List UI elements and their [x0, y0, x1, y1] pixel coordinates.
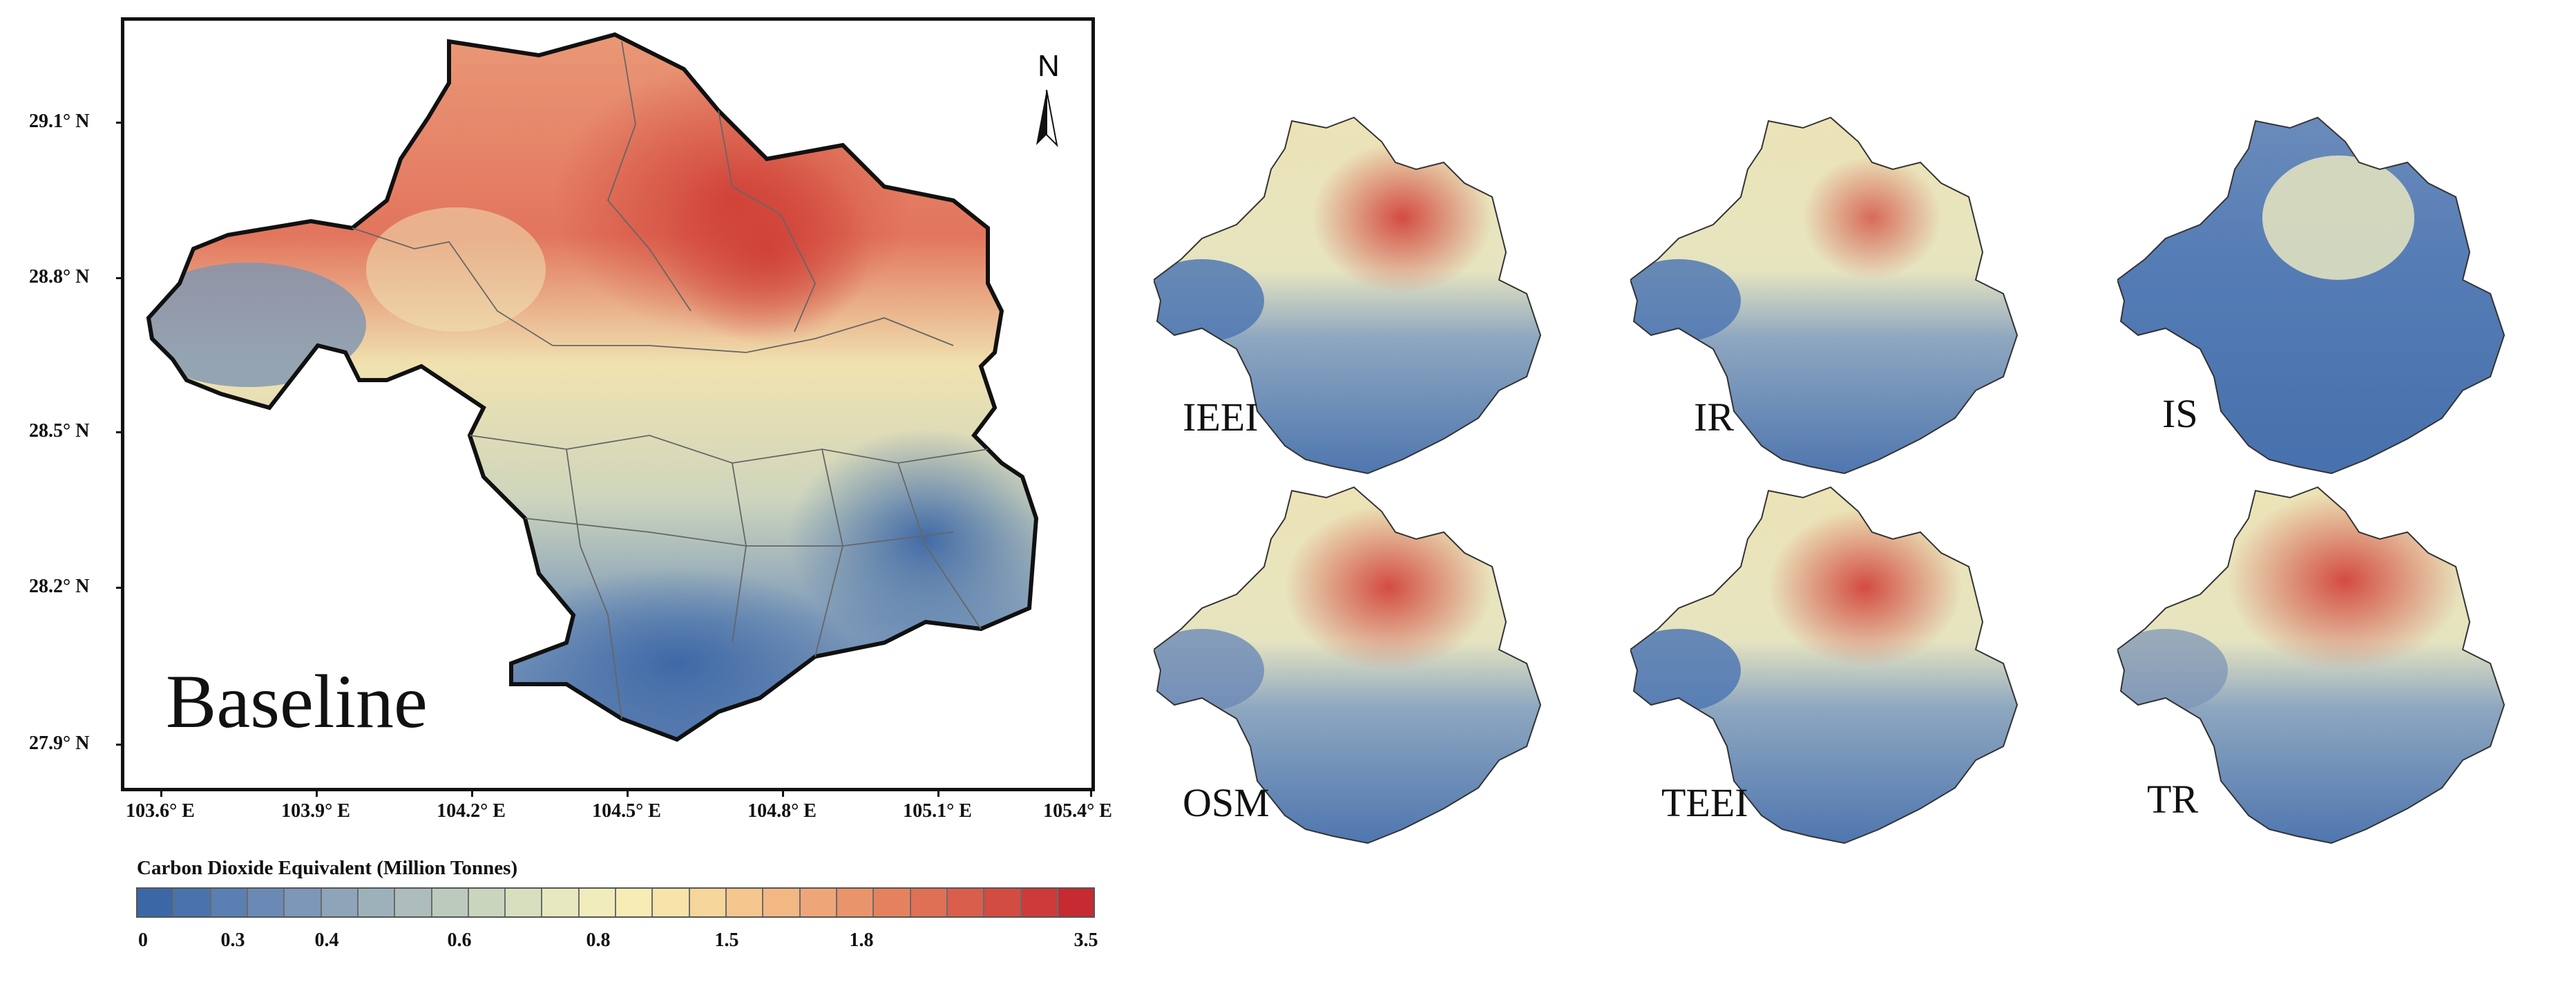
- scenario-label-tr: TR: [2147, 777, 2199, 822]
- lat-tick-label: 28.8° N: [29, 266, 90, 287]
- legend-tick-label: 0.6: [447, 930, 472, 951]
- scenario-label-osm: OSM: [1183, 780, 1270, 825]
- lon-tick-label: 103.6° E: [126, 800, 195, 822]
- lon-tick: [316, 790, 318, 797]
- lat-tick-label: 29.1° N: [29, 111, 90, 132]
- legend-color-cell: [174, 889, 211, 916]
- lon-tick: [1090, 790, 1092, 797]
- lat-tick-label: 27.9° N: [29, 733, 90, 754]
- legend-color-bar: [136, 887, 1095, 918]
- legend-color-cell: [542, 889, 580, 916]
- baseline-map: N: [124, 21, 1060, 788]
- lon-tick: [937, 790, 939, 797]
- lon-tick-label: 104.5° E: [592, 800, 661, 822]
- legend-color-cell: [763, 889, 801, 916]
- scenario-label-ieei: IEEI: [1183, 395, 1259, 440]
- legend-color-cell: [137, 889, 175, 916]
- lon-tick: [471, 790, 473, 797]
- legend-tick-label: 0: [138, 930, 148, 951]
- scenario-map-ieei: [1154, 117, 1541, 474]
- scenario-map-teei: [1630, 487, 2018, 844]
- legend-color-cell: [653, 889, 690, 916]
- lon-tick: [627, 790, 629, 797]
- lon-tick-label: 103.9° E: [281, 800, 350, 822]
- scenario-label-ir: IR: [1694, 395, 1734, 440]
- lat-tick: [116, 431, 123, 433]
- lon-tick-label: 105.1° E: [903, 800, 972, 822]
- legend-color-cell: [285, 889, 322, 916]
- lon-tick: [782, 790, 784, 797]
- legend-color-cell: [947, 889, 985, 916]
- legend-tick-label: 3.5: [1074, 930, 1098, 951]
- baseline-label: Baseline: [166, 659, 428, 744]
- lon-tick-label: 105.4° E: [1043, 800, 1112, 822]
- legend-tick-label: 1.5: [714, 930, 739, 951]
- legend-color-cell: [432, 889, 469, 916]
- scenario-map-osm: [1154, 487, 1541, 844]
- legend-color-cell: [1058, 889, 1094, 916]
- lat-tick: [116, 587, 123, 589]
- legend-color-cell: [616, 889, 653, 916]
- scenario-map-is: [2117, 117, 2505, 474]
- lat-tick: [116, 122, 123, 124]
- legend-color-cell: [358, 889, 396, 916]
- legend-color-cell: [874, 889, 911, 916]
- legend-tick-label: 0.3: [220, 930, 245, 951]
- legend-color-cell: [1021, 889, 1058, 916]
- lon-tick-label: 104.8° E: [747, 800, 817, 822]
- legend-tick-label: 0.8: [586, 930, 611, 951]
- lat-tick-label: 28.2° N: [29, 576, 90, 597]
- lat-tick-label: 28.5° N: [29, 420, 90, 442]
- lon-tick-label: 104.2° E: [437, 800, 506, 822]
- scenario-label-is: IS: [2162, 391, 2198, 436]
- legend-color-cell: [984, 889, 1022, 916]
- legend-color-cell: [727, 889, 764, 916]
- legend-color-cell: [468, 889, 506, 916]
- lat-tick: [116, 277, 123, 279]
- scenario-label-teei: TEEI: [1661, 780, 1748, 825]
- legend-tick-label: 0.4: [314, 930, 339, 951]
- legend-tick-label: 1.8: [849, 930, 874, 951]
- legend-color-cell: [910, 889, 948, 916]
- north-label: N: [1038, 49, 1060, 83]
- scenario-map-tr: [2117, 487, 2505, 844]
- legend-title: Carbon Dioxide Equivalent (Million Tonne…: [137, 857, 518, 879]
- legend-color-cell: [506, 889, 543, 916]
- legend-color-cell: [837, 889, 875, 916]
- legend-color-cell: [689, 889, 727, 916]
- lat-tick: [116, 744, 123, 746]
- legend-color-cell: [579, 889, 617, 916]
- baseline-map-frame: N Baseline: [121, 17, 1095, 791]
- legend-color-cell: [247, 889, 285, 916]
- legend-color-cell: [800, 889, 837, 916]
- legend-color-cell: [211, 889, 248, 916]
- legend-color-cell: [395, 889, 432, 916]
- legend-color-cell: [321, 889, 359, 916]
- lon-tick: [160, 790, 162, 797]
- north-arrow-icon: N: [1036, 49, 1060, 147]
- scenario-map-ir: [1630, 117, 2018, 474]
